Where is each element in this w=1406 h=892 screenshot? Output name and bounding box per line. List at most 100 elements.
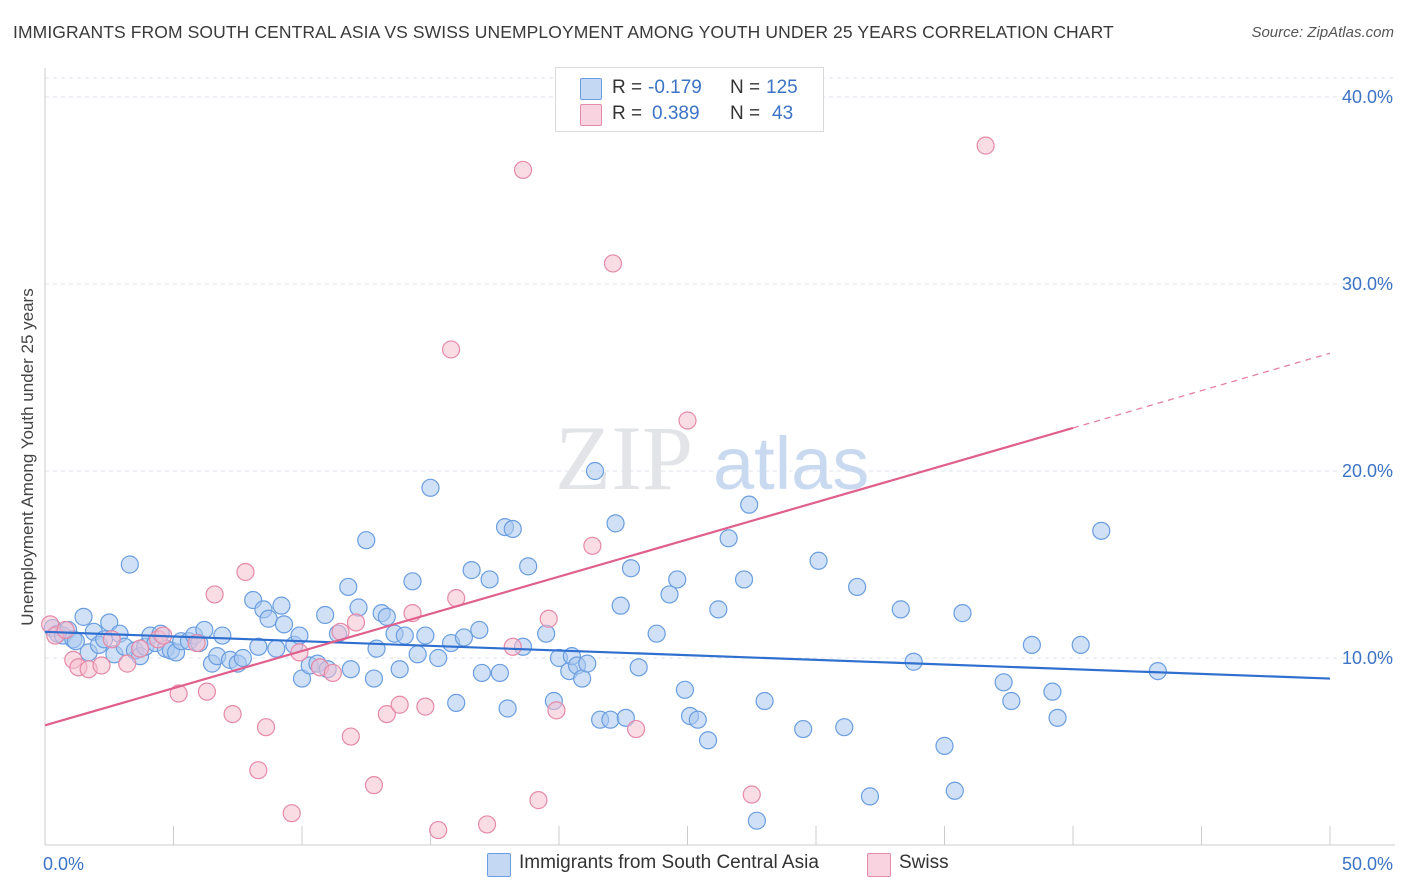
data-point-swiss [223, 704, 242, 724]
data-point-south-central-asia [688, 710, 707, 729]
y-tick-label: 30.0% [1342, 274, 1393, 294]
bottom-legend-label-blue: Immigrants from South Central Asia [519, 852, 819, 873]
data-point-south-central-asia [233, 648, 252, 668]
data-point-south-central-asia [272, 596, 291, 615]
data-point-swiss [323, 663, 342, 683]
data-point-south-central-asia [490, 663, 509, 683]
watermark: ZIP atlas [555, 407, 869, 509]
data-point-swiss [187, 633, 206, 653]
data-point-south-central-asia [470, 620, 489, 640]
legend-n-value: 125 [766, 77, 798, 98]
data-point-south-central-asia [357, 531, 376, 550]
data-point-south-central-asia [860, 787, 880, 806]
data-point-swiss [626, 719, 646, 739]
source-label: Source: ZipAtlas.com [1251, 24, 1394, 41]
data-point-south-central-asia [1071, 635, 1090, 655]
data-point-swiss [364, 776, 384, 795]
data-point-south-central-asia [390, 660, 409, 679]
data-point-south-central-asia [611, 596, 630, 615]
trend-lines [44, 352, 1331, 727]
legend-r-label: R = [612, 77, 643, 98]
data-points [41, 136, 1167, 840]
data-point-south-central-asia [74, 607, 93, 626]
data-point-swiss [197, 682, 217, 701]
data-point-south-central-asia [809, 551, 828, 570]
data-point-south-central-asia [675, 680, 695, 699]
data-point-swiss [390, 695, 409, 714]
legend-swatch-pink [580, 104, 602, 126]
data-point-swiss [513, 160, 533, 180]
data-point-swiss [547, 701, 566, 720]
bottom-legend-swatch-pink [867, 853, 891, 877]
data-point-swiss [236, 562, 255, 582]
tick-labels: 10.0% 20.0% 30.0% 40.0% 0.0% 50.0% [43, 87, 1393, 874]
data-point-south-central-asia [364, 669, 384, 688]
data-point-swiss [92, 656, 111, 675]
data-point-south-central-asia [747, 811, 766, 830]
data-point-south-central-asia [904, 652, 923, 671]
data-point-swiss [603, 254, 623, 273]
data-point-south-central-asia [668, 570, 687, 589]
data-point-swiss [441, 340, 461, 359]
data-point-south-central-asia [945, 781, 964, 800]
data-point-south-central-asia [341, 660, 360, 679]
legend-r-label: R = [612, 103, 643, 124]
data-point-south-central-asia [647, 624, 666, 643]
data-point-south-central-asia [519, 557, 538, 576]
data-point-south-central-asia [1043, 682, 1062, 701]
data-point-swiss [130, 639, 150, 658]
data-point-south-central-asia [953, 604, 972, 623]
data-point-south-central-asia [537, 624, 556, 643]
data-point-south-central-asia [395, 626, 414, 645]
data-point-south-central-asia [416, 626, 435, 645]
data-point-south-central-asia [120, 555, 139, 574]
data-point-swiss [341, 727, 360, 746]
y-axis-label: Unemployment Among Youth under 25 years [18, 288, 37, 625]
legend-r-value: 0.389 [652, 103, 700, 124]
data-point-swiss [169, 684, 188, 703]
trend-line-south-central-asia [44, 630, 1331, 680]
chart-title: IMMIGRANTS FROM SOUTH CENTRAL ASIA VS SW… [13, 22, 1114, 42]
data-point-south-central-asia [408, 645, 427, 664]
data-point-south-central-asia [339, 577, 358, 597]
data-point-south-central-asia [629, 658, 648, 677]
y-tick-label: 10.0% [1342, 648, 1393, 668]
data-point-swiss [477, 815, 497, 834]
data-point-south-central-asia [606, 514, 625, 533]
data-point-south-central-asia [1022, 635, 1041, 655]
data-point-south-central-asia [429, 648, 448, 668]
data-point-swiss [282, 804, 301, 823]
data-point-south-central-asia [935, 736, 954, 755]
bottom-legend-swatch-blue [487, 853, 511, 877]
data-point-south-central-asia [601, 710, 620, 729]
legend-n-label: N = [730, 77, 761, 98]
data-point-swiss [742, 785, 761, 804]
x-tick-label-min: 0.0% [43, 854, 84, 874]
data-point-south-central-asia [316, 605, 335, 625]
data-point-south-central-asia [403, 572, 422, 591]
data-point-south-central-asia [891, 600, 910, 619]
data-point-south-central-asia [709, 600, 728, 619]
data-point-south-central-asia [835, 718, 854, 737]
data-point-swiss [56, 620, 75, 640]
data-point-swiss [678, 411, 697, 430]
axes [44, 68, 1395, 846]
legend-swatch-blue [580, 78, 602, 100]
data-point-south-central-asia [349, 598, 368, 617]
data-point-south-central-asia [660, 585, 679, 604]
data-point-south-central-asia [616, 708, 635, 727]
correlation-legend: R = -0.179 N = 125 R = 0.389 N = 43 [555, 67, 824, 132]
legend-n-label: N = [730, 103, 761, 124]
data-point-south-central-asia [994, 673, 1013, 692]
data-point-swiss [429, 820, 448, 840]
data-point-south-central-asia [472, 663, 491, 683]
data-point-swiss [539, 609, 558, 628]
data-point-south-central-asia [498, 699, 517, 718]
data-point-swiss [377, 704, 396, 724]
y-tick-label: 20.0% [1342, 461, 1393, 481]
data-point-south-central-asia [1002, 691, 1021, 711]
data-point-south-central-asia [213, 626, 232, 645]
data-point-swiss [249, 761, 268, 780]
data-point-swiss [416, 697, 435, 716]
data-point-swiss [205, 585, 224, 604]
